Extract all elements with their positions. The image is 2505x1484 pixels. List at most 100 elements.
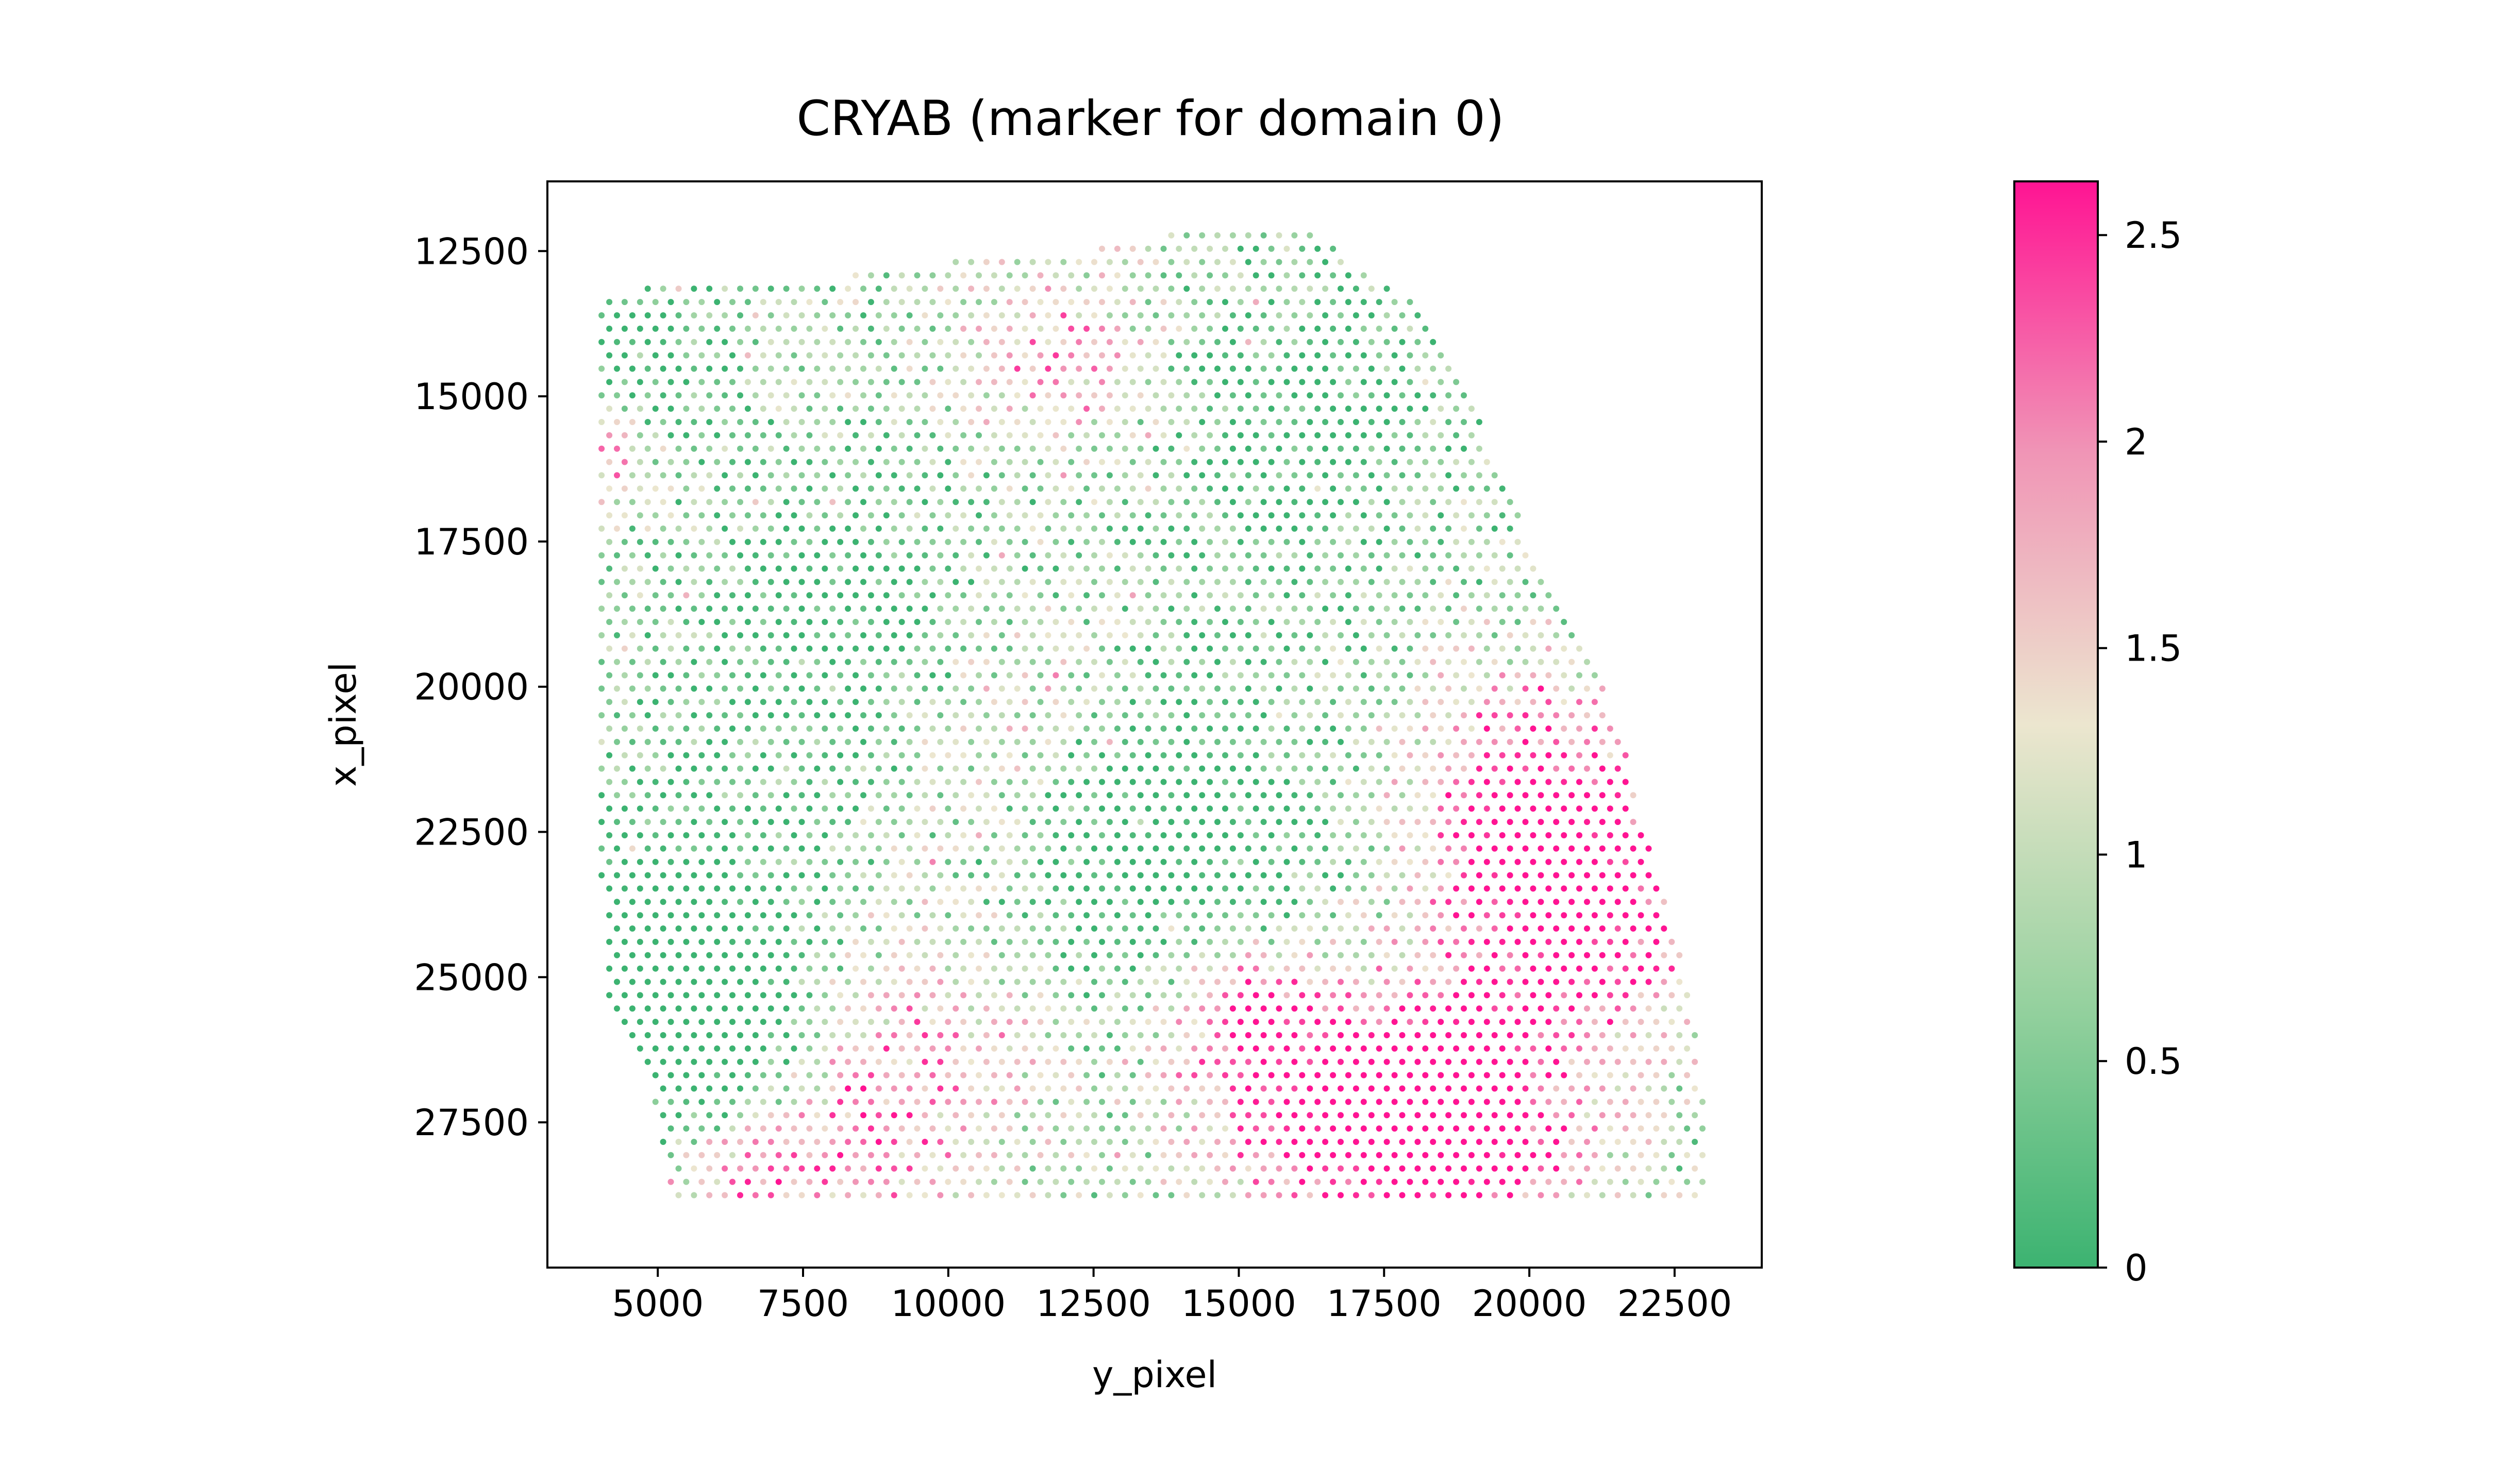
scatter-point bbox=[998, 1192, 1005, 1199]
scatter-point bbox=[937, 1058, 944, 1065]
scatter-point bbox=[829, 499, 836, 505]
scatter-point bbox=[822, 299, 828, 306]
scatter-point bbox=[1229, 819, 1236, 825]
scatter-point bbox=[1453, 1072, 1460, 1078]
scatter-point bbox=[1414, 819, 1421, 825]
scatter-point bbox=[1299, 1045, 1306, 1052]
scatter-point bbox=[845, 339, 851, 345]
scatter-point bbox=[1183, 872, 1190, 879]
scatter-point bbox=[675, 738, 682, 745]
scatter-point bbox=[1068, 352, 1075, 359]
scatter-point bbox=[1491, 792, 1498, 799]
scatter-point bbox=[945, 1152, 951, 1158]
scatter-point bbox=[798, 1192, 805, 1199]
scatter-point bbox=[652, 832, 659, 838]
scatter-point bbox=[1668, 1125, 1675, 1132]
scatter-point bbox=[1068, 992, 1075, 999]
scatter-point bbox=[767, 632, 774, 638]
scatter-point bbox=[1006, 299, 1013, 306]
scatter-point bbox=[1614, 899, 1621, 905]
scatter-point bbox=[1053, 699, 1059, 705]
scatter-point bbox=[1037, 592, 1044, 599]
scatter-point bbox=[1083, 352, 1090, 359]
scatter-point bbox=[1445, 845, 1452, 852]
scatter-point bbox=[968, 899, 975, 905]
scatter-point bbox=[1114, 992, 1121, 999]
scatter-point bbox=[898, 432, 905, 439]
scatter-point bbox=[1191, 938, 1198, 945]
scatter-point bbox=[1599, 872, 1606, 879]
scatter-point bbox=[837, 1072, 844, 1078]
scatter-point bbox=[1445, 925, 1452, 932]
scatter-point bbox=[729, 325, 736, 332]
scatter-point bbox=[829, 312, 836, 318]
scatter-point bbox=[767, 872, 774, 879]
scatter-point bbox=[644, 819, 651, 825]
scatter-point bbox=[806, 432, 813, 439]
scatter-point bbox=[1029, 819, 1036, 825]
scatter-point bbox=[775, 1178, 782, 1185]
scatter-point bbox=[714, 1072, 721, 1078]
scatter-point bbox=[1368, 1005, 1375, 1012]
scatter-point bbox=[1183, 312, 1190, 318]
scatter-point bbox=[1522, 1058, 1529, 1065]
scatter-point bbox=[1222, 325, 1228, 332]
scatter-point bbox=[883, 938, 890, 945]
scatter-point bbox=[706, 979, 713, 985]
scatter-point bbox=[1360, 965, 1367, 972]
scatter-point bbox=[798, 925, 805, 932]
scatter-point bbox=[968, 1058, 975, 1065]
scatter-point bbox=[1137, 765, 1144, 772]
scatter-point bbox=[814, 925, 821, 932]
scatter-point bbox=[1022, 1019, 1028, 1025]
scatter-point bbox=[1091, 685, 1097, 692]
scatter-point bbox=[1237, 1072, 1244, 1078]
scatter-point bbox=[1207, 805, 1213, 812]
scatter-point bbox=[752, 952, 759, 958]
scatter-point bbox=[714, 432, 721, 439]
scatter-point bbox=[1283, 512, 1290, 519]
scatter-point bbox=[1314, 672, 1321, 679]
scatter-point bbox=[1299, 485, 1306, 492]
scatter-point bbox=[1076, 1165, 1082, 1172]
scatter-point bbox=[1153, 792, 1159, 799]
scatter-point bbox=[1229, 872, 1236, 879]
scatter-point bbox=[1499, 1152, 1506, 1158]
scatter-point bbox=[1568, 1005, 1575, 1012]
scatter-point bbox=[953, 605, 959, 612]
scatter-point bbox=[1453, 858, 1460, 865]
scatter-point bbox=[744, 352, 751, 359]
scatter-point bbox=[1614, 792, 1621, 799]
scatter-point bbox=[845, 1085, 851, 1092]
scatter-point bbox=[1407, 1019, 1413, 1025]
scatter-point bbox=[1245, 1112, 1251, 1119]
scatter-point bbox=[1060, 1165, 1067, 1172]
scatter-point bbox=[1414, 952, 1421, 958]
scatter-point bbox=[1099, 538, 1105, 545]
scatter-point bbox=[1299, 432, 1306, 439]
scatter-point bbox=[814, 1085, 821, 1092]
scatter-point bbox=[1160, 752, 1167, 758]
scatter-point bbox=[806, 352, 813, 359]
scatter-point bbox=[1053, 1045, 1059, 1052]
scatter-point bbox=[983, 259, 990, 265]
scatter-point bbox=[1091, 1032, 1097, 1038]
scatter-point bbox=[1584, 1192, 1590, 1199]
scatter-point bbox=[691, 472, 697, 479]
scatter-point bbox=[1422, 1072, 1429, 1078]
scatter-point bbox=[845, 392, 851, 399]
scatter-point bbox=[1368, 792, 1375, 799]
scatter-point bbox=[606, 672, 613, 679]
scatter-point bbox=[675, 925, 682, 932]
scatter-point bbox=[1122, 365, 1128, 372]
scatter-point bbox=[683, 1019, 690, 1025]
scatter-point bbox=[1468, 699, 1475, 705]
scatter-point bbox=[1076, 1139, 1082, 1145]
scatter-point bbox=[1053, 459, 1059, 465]
scatter-point bbox=[621, 779, 628, 785]
scatter-point bbox=[1499, 858, 1506, 865]
scatter-point bbox=[845, 712, 851, 719]
scatter-point bbox=[1438, 538, 1444, 545]
scatter-point bbox=[1122, 445, 1128, 452]
scatter-point bbox=[853, 538, 859, 545]
